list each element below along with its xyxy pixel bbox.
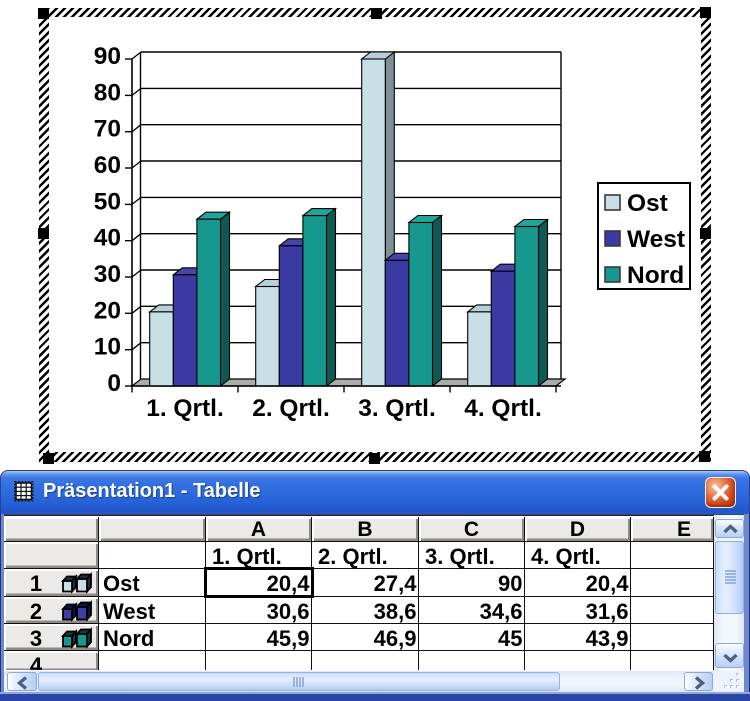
svg-text:2. Qrtl.: 2. Qrtl. xyxy=(252,395,330,422)
svg-text:Nord: Nord xyxy=(627,262,684,289)
svg-text:90: 90 xyxy=(94,43,121,70)
svg-text:40: 40 xyxy=(94,225,121,252)
svg-text:70: 70 xyxy=(94,116,121,143)
svg-text:3. Qrtl.: 3. Qrtl. xyxy=(358,395,436,422)
svg-text:20: 20 xyxy=(94,297,121,324)
svg-text:0: 0 xyxy=(107,370,121,397)
svg-text:80: 80 xyxy=(94,79,121,106)
svg-text:50: 50 xyxy=(94,188,121,215)
svg-text:West: West xyxy=(627,226,685,253)
svg-text:60: 60 xyxy=(94,152,121,179)
svg-text:4. Qrtl.: 4. Qrtl. xyxy=(464,395,542,422)
svg-text:1. Qrtl.: 1. Qrtl. xyxy=(146,395,224,422)
svg-text:10: 10 xyxy=(94,334,121,361)
svg-text:Ost: Ost xyxy=(627,190,668,217)
svg-text:30: 30 xyxy=(94,261,121,288)
